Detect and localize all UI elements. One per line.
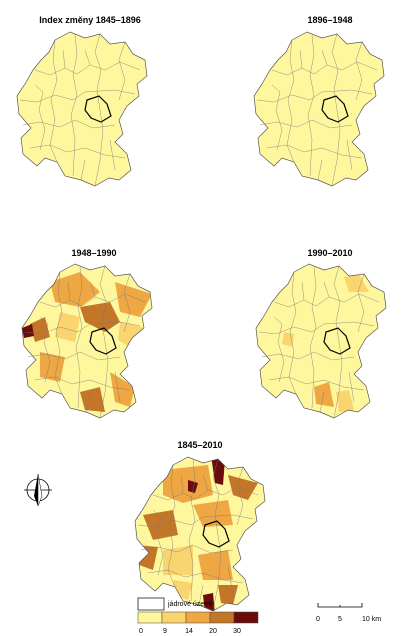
map-title: Index změny 1845–1896 <box>39 15 141 25</box>
legend-break: 14 <box>185 628 193 635</box>
map-4: 1990–2010 <box>255 248 387 419</box>
map-1: Index změny 1845–1896 <box>16 15 148 187</box>
region <box>254 32 384 186</box>
legend-swatch <box>137 611 163 624</box>
municipality <box>30 317 50 342</box>
municipality <box>344 274 369 292</box>
map-5: 1845–2010 <box>134 440 266 612</box>
municipality <box>110 372 135 407</box>
municipality <box>80 387 105 412</box>
north-arrow <box>24 473 52 507</box>
legend-swatch <box>233 611 259 624</box>
scale-bar: 0 5 10 km <box>316 603 381 623</box>
core-swatch <box>137 597 165 611</box>
legend-swatch <box>161 611 187 624</box>
municipality <box>55 312 80 342</box>
map-3: 1948–1990 <box>21 248 153 419</box>
map-title: 1948–1990 <box>71 248 116 258</box>
legend-swatch <box>185 611 211 624</box>
region <box>17 32 147 186</box>
legend-swatch <box>209 611 235 624</box>
municipality <box>198 550 233 580</box>
scale-label: 5 <box>338 616 342 623</box>
map-title: 1896–1948 <box>307 15 352 25</box>
legend: jádrové území 0 9 14 20 30 <box>137 597 259 635</box>
municipality <box>314 382 334 407</box>
municipality <box>40 352 65 382</box>
legend-break: 20 <box>209 628 217 635</box>
municipality <box>218 585 238 605</box>
municipality <box>336 390 354 412</box>
municipality <box>50 272 100 307</box>
legend-break: 9 <box>163 628 167 635</box>
municipality <box>228 475 258 500</box>
municipality <box>118 322 145 347</box>
municipality <box>282 332 294 347</box>
municipality <box>163 545 193 575</box>
municipality <box>188 480 198 493</box>
legend-break: 0 <box>139 628 143 635</box>
legend-break: 30 <box>233 628 241 635</box>
municipality <box>22 324 34 338</box>
map-title: 1990–2010 <box>307 248 352 258</box>
map-2: 1896–1948 <box>253 15 385 187</box>
scale-label: 0 <box>316 616 320 623</box>
municipality <box>80 302 120 332</box>
map-title: 1845–2010 <box>177 440 222 450</box>
core-label: jádrové území <box>167 601 212 608</box>
municipality <box>193 500 233 527</box>
scale-label: 10 km <box>362 616 381 623</box>
